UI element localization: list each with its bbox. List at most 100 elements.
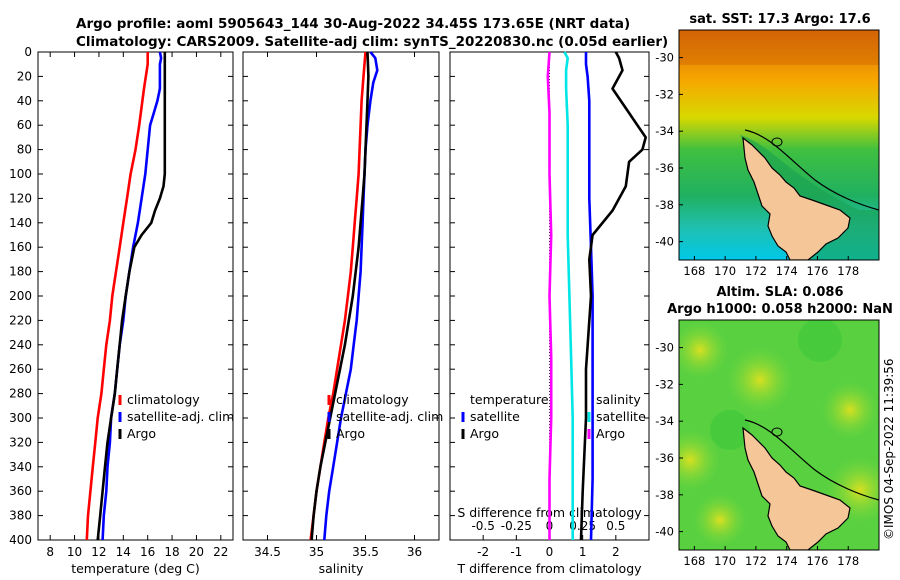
depth-tick-label: 80 [17, 143, 32, 157]
sst-map-ticks: 168 170 172 174 176 178 -30 -32 -34 -36 -38 -40 [655, 51, 859, 278]
depth-tick-label: 160 [9, 240, 32, 254]
map-y-tick-label: -32 [655, 87, 674, 101]
map-y-tick-label: -34 [655, 124, 674, 138]
sla-map: 168 170 172 174 176 178 -30 -32 -34 -36 -38 -40 [655, 319, 880, 568]
depth-tick-label: 140 [9, 216, 32, 230]
legend-label: climatology [127, 392, 200, 407]
sla-map-ticks: 168 170 172 174 176 178 -30 -32 -34 -36 -38 -40 [655, 341, 859, 568]
map-y-tick-label: -38 [655, 488, 674, 502]
legend-label: satellite [470, 409, 520, 424]
sla-blob [725, 345, 795, 415]
map-x-tick-label: 168 [683, 554, 705, 568]
legend-label: Argo [127, 426, 156, 441]
map-x-tick-label: 176 [806, 264, 828, 278]
depth-tick-label: 40 [17, 94, 32, 108]
sst-contour [744, 129, 879, 211]
sla-argo-marker [771, 427, 783, 437]
map-y-tick-label: -30 [655, 341, 674, 355]
depth-tick-label: 400 [9, 533, 32, 547]
s-diff-tick-label: -0.25 [501, 519, 532, 533]
depth-tick-label: 380 [9, 509, 32, 523]
sla-blob [679, 320, 730, 380]
map-x-tick-label: 178 [837, 264, 859, 278]
map-y-tick-label: -36 [655, 161, 674, 175]
depth-tick-label: 280 [9, 387, 32, 401]
x-tick-label: 16 [140, 545, 155, 559]
s-diff-tick-label: 0.5 [606, 519, 625, 533]
depth-tick-label: 300 [9, 411, 32, 425]
legend-label: Argo [596, 426, 625, 441]
x-tick-label: 18 [164, 545, 179, 559]
x-axis-label: T difference from climatology [456, 561, 642, 576]
legend-label: Argo [336, 426, 365, 441]
x-tick-label: 22 [213, 545, 228, 559]
legend-title: temperature [470, 392, 549, 407]
map-x-tick-label: 170 [714, 264, 736, 278]
depth-tick-label: 220 [9, 313, 32, 327]
map-x-tick-label: 168 [683, 264, 705, 278]
series-line [323, 51, 379, 541]
x-tick-label: 35 [309, 545, 324, 559]
temperature-panel: 8 10 12 14 16 18 20 22 temperature (deg C) climat… [37, 51, 234, 576]
legend-label: satellite-adj. clim [127, 409, 234, 424]
map-y-tick-label: -38 [655, 198, 674, 212]
x-tick-label: 12 [91, 545, 106, 559]
imos-watermark: ©IMOS 04-Sep-2022 11:39:56 [882, 358, 896, 540]
sla-blob [692, 492, 748, 548]
map-x-tick-label: 172 [745, 264, 767, 278]
x-tick-label: 36 [407, 545, 422, 559]
salinity-panel: 34.5 35 35.5 36 salinity climatology satellite… [242, 51, 443, 576]
sst-map-frame [678, 29, 880, 261]
x-tick-label: 20 [189, 545, 204, 559]
map-x-tick-label: 170 [714, 554, 736, 568]
depth-tick-label: 240 [9, 338, 32, 352]
s-diff-tick-label: -0.5 [471, 519, 494, 533]
sla-blob [820, 380, 879, 440]
depth-tick-label: 20 [17, 69, 32, 83]
legend-label: satellite-adj. clim [336, 409, 443, 424]
x-tick-label: 0 [546, 545, 554, 559]
sla-blob-low [710, 410, 750, 450]
sla-map-title-1: Altim. SLA: 0.086 [717, 285, 844, 300]
sla-contour [744, 419, 879, 501]
depth-tick-label: 320 [9, 435, 32, 449]
north-island-land [742, 136, 851, 260]
plot-frame [37, 51, 234, 541]
map-x-tick-label: 178 [837, 554, 859, 568]
plot-frame [242, 51, 440, 541]
sst-warm-band [679, 30, 879, 65]
map-y-tick-label: -40 [655, 525, 674, 539]
depth-tick-label: 60 [17, 118, 32, 132]
sla-map-frame [678, 319, 880, 551]
x-tick-label: 8 [46, 545, 54, 559]
map-x-tick-label: 174 [776, 264, 798, 278]
depth-tick-label: 200 [9, 289, 32, 303]
depth-tick-label: 180 [9, 265, 32, 279]
legend-title: salinity [596, 392, 641, 407]
legend-label: climatology [336, 392, 409, 407]
x-axis-label: salinity [319, 561, 364, 576]
depth-tick-label: 360 [9, 484, 32, 498]
depth-tick-label: 260 [9, 362, 32, 376]
sla-blob-low [798, 320, 842, 362]
depth-tick-label: 340 [9, 460, 32, 474]
x-tick-label: 35.5 [352, 545, 379, 559]
x-tick-label: 34.5 [254, 545, 281, 559]
map-y-tick-label: -40 [655, 235, 674, 249]
x-tick-label: -2 [477, 545, 489, 559]
sla-map-title-2: Argo h1000: 0.058 h2000: NaN [667, 302, 893, 317]
x-tick-label: 1 [579, 545, 587, 559]
map-y-tick-label: -36 [655, 451, 674, 465]
map-y-tick-label: -32 [655, 377, 674, 391]
x-tick-label: -1 [510, 545, 522, 559]
series-line [85, 52, 149, 541]
map-y-tick-label: -30 [655, 51, 674, 65]
series-line [563, 51, 575, 540]
difference-panel: -2 -1 0 1 2-0.5 -0.25 0 0.25 0.5S difference fro… [449, 51, 650, 576]
map-x-tick-label: 172 [745, 554, 767, 568]
x-tick-label: 10 [67, 545, 82, 559]
series-line [579, 51, 648, 541]
series-line [584, 52, 594, 541]
depth-tick-label: 100 [9, 167, 32, 181]
